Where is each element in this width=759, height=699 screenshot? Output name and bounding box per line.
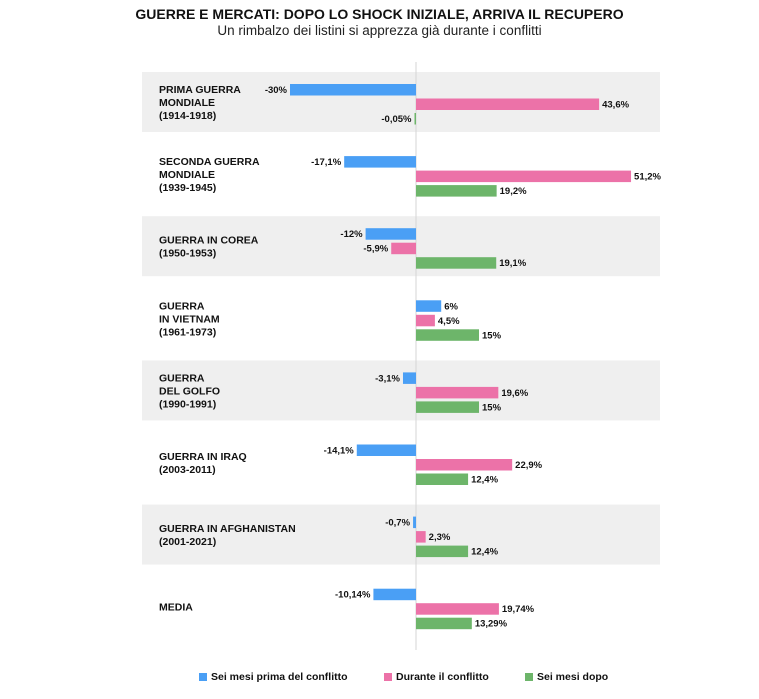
data-label: 15%: [482, 330, 502, 341]
data-label: -12%: [340, 229, 363, 240]
category-label: (2001-2021): [159, 536, 216, 548]
data-label: -30%: [265, 85, 288, 96]
category-band: [142, 504, 660, 565]
data-label: 19,6%: [501, 388, 528, 399]
legend-label: Sei mesi dopo: [537, 671, 609, 683]
data-label: 22,9%: [515, 460, 542, 471]
bar: [416, 617, 472, 630]
bar: [416, 545, 469, 558]
data-label: -0,7%: [385, 518, 410, 529]
bar: [416, 386, 499, 399]
bar: [416, 531, 426, 543]
category-label: GUERRA IN AFGHANISTAN: [159, 523, 296, 535]
bar: [414, 113, 416, 125]
category-label: (1950-1953): [159, 248, 216, 260]
category-label: PRIMA GUERRA: [159, 84, 241, 96]
bar: [356, 444, 416, 456]
legend-swatch: [525, 673, 533, 681]
data-label: 43,6%: [602, 100, 629, 111]
category-label: SECONDA GUERRA: [159, 156, 260, 168]
data-label: -0,05%: [381, 114, 412, 125]
category-label: MONDIALE: [159, 169, 215, 181]
category-label: DEL GOLFO: [159, 385, 220, 397]
bar: [373, 588, 416, 601]
bar: [416, 300, 442, 312]
data-label: 13,29%: [475, 619, 508, 630]
data-label: -10,14%: [335, 590, 371, 601]
bar: [416, 185, 497, 197]
data-label: 6%: [444, 301, 458, 312]
bar: [416, 329, 479, 341]
data-label: 15%: [482, 402, 502, 413]
legend-label: Sei mesi prima del conflitto: [211, 671, 348, 683]
data-label: 2,3%: [429, 532, 451, 543]
legend-item-before: Sei mesi prima del conflitto: [199, 671, 348, 683]
data-label: 19,2%: [500, 186, 527, 197]
chart-subtitle: Un rimbalzo dei listini si apprezza già …: [217, 23, 542, 38]
category-label: (1961-1973): [159, 326, 216, 338]
bar: [416, 314, 435, 327]
bar: [416, 98, 600, 110]
category-label: (2003-2011): [159, 464, 216, 476]
data-label: -14,1%: [324, 446, 355, 457]
bar: [416, 170, 632, 183]
bar: [416, 257, 497, 269]
data-label: -3,1%: [375, 373, 400, 384]
category-label: (1939-1945): [159, 182, 216, 194]
data-label: 51,2%: [634, 172, 661, 183]
bar: [344, 156, 416, 168]
bar: [391, 242, 416, 255]
category-band: [142, 360, 660, 421]
category-label: MEDIA: [159, 602, 193, 614]
chart-title: GUERRE E MERCATI: DOPO LO SHOCK INIZIALE…: [135, 6, 624, 22]
data-label: 12,4%: [471, 547, 498, 558]
bar: [416, 401, 479, 413]
category-label: GUERRA: [159, 300, 205, 312]
data-label: 19,74%: [502, 604, 535, 615]
bar: [416, 473, 469, 485]
bar: [416, 603, 499, 615]
legend-item-after: Sei mesi dopo: [525, 671, 608, 683]
category-label: (1990-1991): [159, 398, 216, 410]
legend-swatch: [199, 673, 207, 681]
category-label: (1914-1918): [159, 110, 216, 122]
legend-item-during: Durante il conflitto: [384, 671, 489, 683]
category-label: GUERRA IN COREA: [159, 235, 259, 247]
category-label: MONDIALE: [159, 97, 215, 109]
bar: [402, 372, 416, 384]
data-label: -17,1%: [311, 157, 342, 168]
bar: [416, 459, 513, 471]
data-label: 4,5%: [438, 316, 460, 327]
category-label: GUERRA IN IRAQ: [159, 451, 247, 463]
data-label: -5,9%: [363, 244, 388, 255]
legend-swatch: [384, 673, 392, 681]
legend-label: Durante il conflitto: [396, 671, 489, 683]
data-label: 19,1%: [499, 258, 526, 269]
data-label: 12,4%: [471, 475, 498, 486]
bar: [290, 84, 416, 96]
category-label: IN VIETNAM: [159, 313, 220, 325]
bar: [413, 516, 416, 529]
bar: [365, 228, 416, 240]
category-label: GUERRA: [159, 372, 205, 384]
